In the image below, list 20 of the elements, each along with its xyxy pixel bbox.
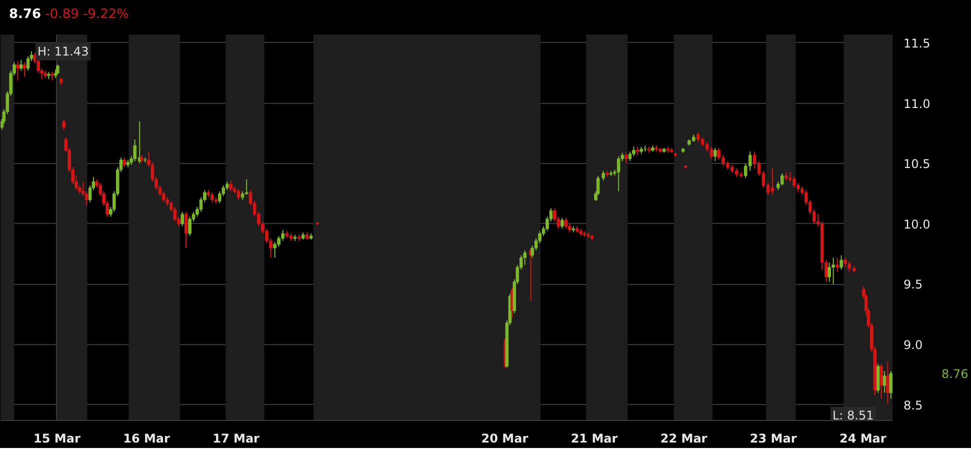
text: 8.76 (942, 366, 968, 381)
x-tick-label: 23 Mar (750, 432, 797, 446)
annotation: L: 8.51 (832, 408, 874, 423)
y-tick-label: 10.0 (904, 217, 930, 232)
y-tick-label: 9.0 (904, 338, 923, 352)
x-tick-label: 15 Mar (34, 432, 80, 446)
y-tick-label: 11.5 (904, 36, 930, 50)
chart-title: 8.76 (9, 7, 42, 22)
y-tick-label: 9.5 (904, 278, 923, 292)
x-tick-label: 16 Mar (123, 432, 170, 446)
x-tick-label: 20 Mar (481, 432, 528, 446)
y-tick-label: 10.5 (904, 157, 930, 172)
x-tick-label: 24 Mar (839, 432, 886, 446)
x-tick-label: 22 Mar (660, 432, 708, 446)
x-tick-label: 21 Mar (570, 432, 618, 446)
x-tick-label: 17 Mar (212, 432, 260, 446)
y-tick-label: 8.5 (904, 398, 923, 412)
y-tick-label: 11.0 (904, 96, 930, 111)
annotation: H: 11.43 (37, 44, 89, 58)
chart-subtitle: -0.89 -9.22% (45, 7, 129, 22)
